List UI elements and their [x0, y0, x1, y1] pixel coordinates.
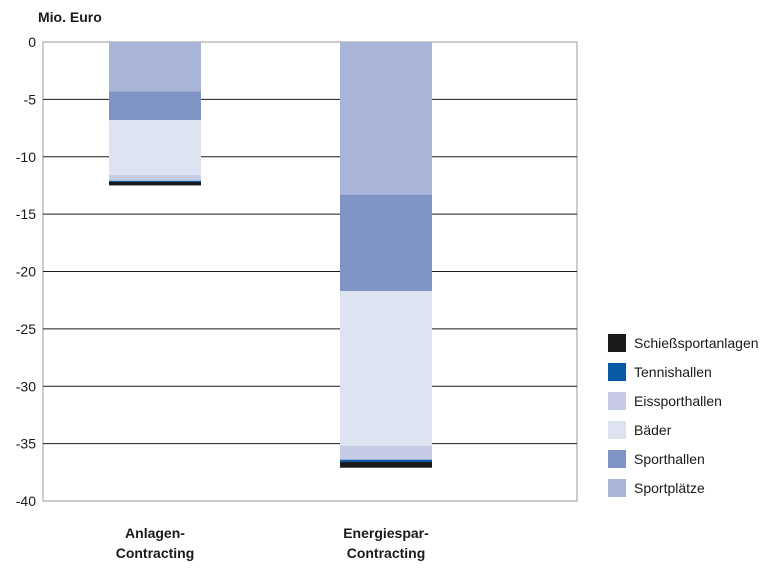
y-tick-labels: 0 -5 -10 -15 -20 -25 -30 -35 -40 — [16, 34, 36, 509]
legend-label: Sportplätze — [634, 480, 705, 496]
bar-segment — [109, 120, 201, 176]
legend-label: Tennishallen — [634, 364, 712, 380]
legend-swatch — [608, 450, 626, 468]
legend-item: Sporthallen — [608, 450, 705, 468]
y-tick-label: -10 — [16, 149, 36, 165]
legend-swatch — [608, 421, 626, 439]
bar-segment — [109, 175, 201, 181]
legend-swatch — [608, 334, 626, 352]
bar-segment — [109, 42, 201, 92]
legend-swatch — [608, 363, 626, 381]
y-tick-label: -40 — [16, 493, 36, 509]
bar-segment — [340, 461, 432, 468]
y-tick-label: -20 — [16, 264, 36, 280]
legend-swatch — [608, 392, 626, 410]
y-tick-label: -25 — [16, 321, 36, 337]
y-axis-label: Mio. Euro — [38, 9, 102, 25]
legend-item: Sportplätze — [608, 479, 705, 497]
bar-segment — [109, 91, 201, 121]
legend-item: Eissporthallen — [608, 392, 722, 410]
y-tick-label: -30 — [16, 378, 36, 394]
y-tick-label: 0 — [28, 34, 36, 50]
bar-segment — [340, 42, 432, 195]
bar-segment — [109, 180, 201, 182]
bar-segment — [340, 445, 432, 460]
legend-label: Sporthallen — [634, 451, 705, 467]
legend-item: Bäder — [608, 421, 672, 439]
legend-label: Schießsportanlagen — [634, 335, 759, 351]
bar-segment — [340, 194, 432, 292]
category-labels: Anlagen-Contracting Energiespar-Contracti… — [116, 525, 429, 561]
bar-segment — [109, 181, 201, 186]
bar-segment — [340, 459, 432, 462]
legend: Schießsportanlagen Tennishallen Eissportha… — [608, 334, 759, 497]
legend-label: Bäder — [634, 422, 672, 438]
legend-item: Tennishallen — [608, 363, 712, 381]
legend-swatch — [608, 479, 626, 497]
legend-item: Schießsportanlagen — [608, 334, 759, 352]
y-tick-label: -15 — [16, 206, 36, 222]
bars — [109, 42, 432, 468]
category-label: Energiespar-Contracting — [343, 525, 429, 561]
y-tick-label: -5 — [24, 91, 37, 107]
category-label: Anlagen-Contracting — [116, 525, 195, 561]
y-tick-label: -35 — [16, 436, 36, 452]
bar-segment — [340, 291, 432, 446]
legend-label: Eissporthallen — [634, 393, 722, 409]
